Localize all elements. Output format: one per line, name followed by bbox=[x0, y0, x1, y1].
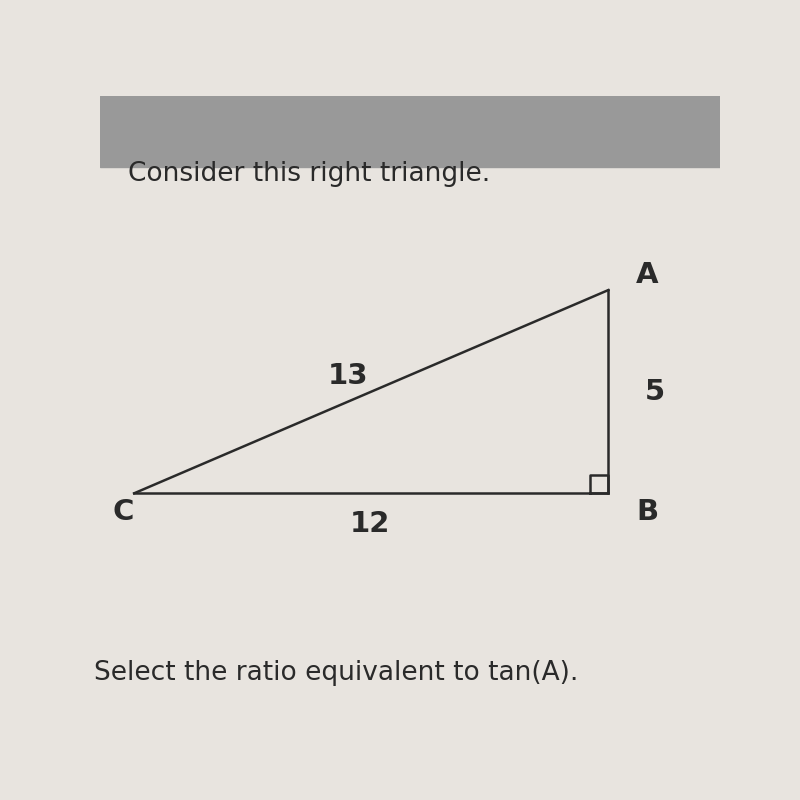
Text: A: A bbox=[636, 261, 659, 289]
Text: 13: 13 bbox=[328, 362, 368, 390]
Text: Select the ratio equivalent to tan(A).: Select the ratio equivalent to tan(A). bbox=[94, 660, 578, 686]
Text: 12: 12 bbox=[350, 510, 390, 538]
Bar bbox=[100, 96, 720, 167]
Text: Consider this right triangle.: Consider this right triangle. bbox=[128, 161, 490, 186]
Text: B: B bbox=[636, 498, 658, 526]
Text: 5: 5 bbox=[645, 378, 665, 406]
Text: C: C bbox=[112, 498, 134, 526]
